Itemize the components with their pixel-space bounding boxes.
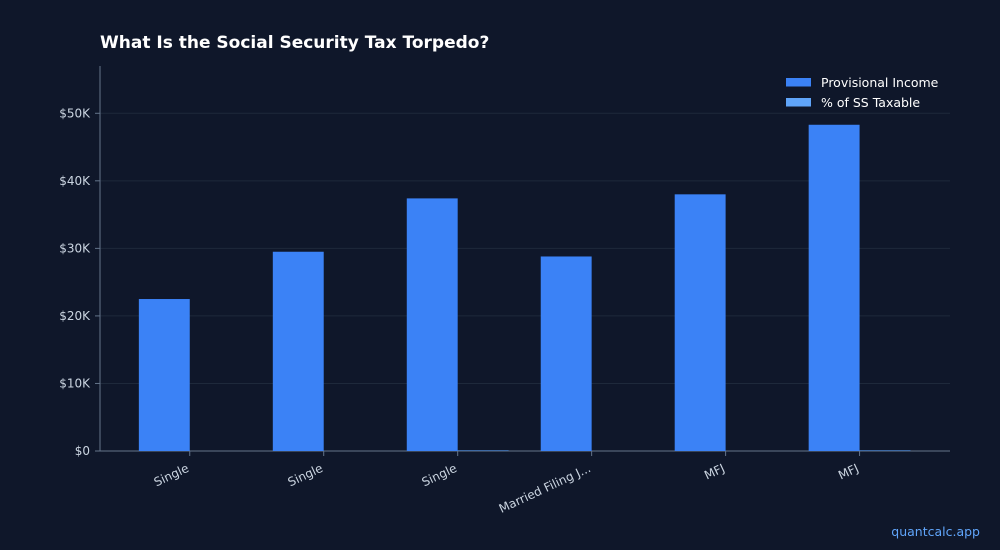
bar-pct-ss-taxable	[859, 450, 911, 451]
legend-swatch	[786, 78, 811, 87]
legend-label: Provisional Income	[821, 75, 939, 90]
y-tick-label: $40K	[59, 174, 91, 188]
x-tick-label: Single	[420, 461, 459, 489]
y-tick-label: $30K	[59, 241, 91, 255]
bar-pct-ss-taxable	[457, 450, 509, 451]
x-tick-label: Single	[286, 461, 325, 489]
x-tick-label: Married Filing J...	[497, 461, 593, 516]
y-tick-label: $0	[75, 444, 90, 458]
x-tick-label: MFJ	[836, 461, 861, 482]
bar-provisional-income	[272, 251, 324, 451]
y-tick-label: $20K	[59, 309, 91, 323]
bar-provisional-income	[674, 194, 726, 452]
bar-provisional-income	[808, 124, 860, 452]
y-tick-label: $10K	[59, 376, 91, 390]
chart-title: What Is the Social Security Tax Torpedo?	[100, 33, 490, 53]
x-tick-label: MFJ	[702, 461, 727, 482]
watermark[interactable]: quantcalc.app	[891, 524, 980, 539]
legend-swatch	[786, 98, 811, 107]
x-tick-label: Single	[152, 461, 191, 489]
legend-label: % of SS Taxable	[821, 95, 920, 110]
bar-provisional-income	[138, 299, 190, 451]
bar-provisional-income	[540, 256, 592, 451]
bar-provisional-income	[406, 198, 458, 451]
y-tick-label: $50K	[59, 106, 91, 120]
